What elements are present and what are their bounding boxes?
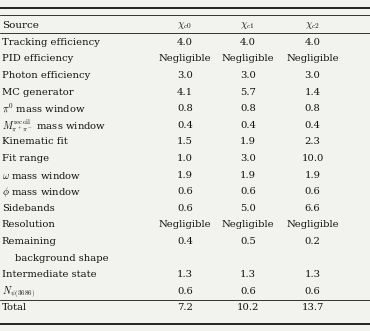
Text: 1.4: 1.4 xyxy=(305,88,321,97)
Text: 0.6: 0.6 xyxy=(305,287,320,296)
Text: 7.2: 7.2 xyxy=(177,304,193,312)
Text: 13.7: 13.7 xyxy=(302,304,324,312)
Text: 1.3: 1.3 xyxy=(240,270,256,279)
Text: Intermediate state: Intermediate state xyxy=(2,270,97,279)
Text: MC generator: MC generator xyxy=(2,88,74,97)
Text: Fit range: Fit range xyxy=(2,154,49,163)
Text: 4.1: 4.1 xyxy=(177,88,193,97)
Text: $\chi_{c1}$: $\chi_{c1}$ xyxy=(240,20,255,31)
Text: 1.9: 1.9 xyxy=(305,170,321,180)
Text: Kinematic fit: Kinematic fit xyxy=(2,137,68,146)
Text: $\chi_{c0}$: $\chi_{c0}$ xyxy=(178,20,192,31)
Text: $\omega$ mass window: $\omega$ mass window xyxy=(2,169,81,181)
Text: 6.6: 6.6 xyxy=(305,204,320,213)
Text: Total: Total xyxy=(2,304,27,312)
Text: 0.8: 0.8 xyxy=(177,104,193,113)
Text: Resolution: Resolution xyxy=(2,220,56,229)
Text: 1.9: 1.9 xyxy=(240,137,256,146)
Text: $\phi$ mass window: $\phi$ mass window xyxy=(2,185,81,199)
Text: PID efficiency: PID efficiency xyxy=(2,54,73,63)
Text: 3.0: 3.0 xyxy=(305,71,320,80)
Text: 4.0: 4.0 xyxy=(305,38,321,47)
Text: Negligible: Negligible xyxy=(222,54,274,63)
Text: $N_{\psi(3686)}$: $N_{\psi(3686)}$ xyxy=(2,284,35,299)
Text: 0.4: 0.4 xyxy=(305,121,321,130)
Text: Negligible: Negligible xyxy=(286,220,339,229)
Text: 0.8: 0.8 xyxy=(240,104,256,113)
Text: 0.6: 0.6 xyxy=(240,187,256,196)
Text: Negligible: Negligible xyxy=(286,54,339,63)
Text: 3.0: 3.0 xyxy=(177,71,193,80)
Text: 0.6: 0.6 xyxy=(177,287,193,296)
Text: 0.6: 0.6 xyxy=(177,204,193,213)
Text: 0.6: 0.6 xyxy=(177,187,193,196)
Text: 0.8: 0.8 xyxy=(305,104,320,113)
Text: Negligible: Negligible xyxy=(159,54,211,63)
Text: 0.4: 0.4 xyxy=(240,121,256,130)
Text: Sidebands: Sidebands xyxy=(2,204,55,213)
Text: 5.0: 5.0 xyxy=(240,204,256,213)
Text: 1.9: 1.9 xyxy=(240,170,256,180)
Text: 10.2: 10.2 xyxy=(237,304,259,312)
Text: 3.0: 3.0 xyxy=(240,154,256,163)
Text: background shape: background shape xyxy=(15,254,108,262)
Text: 10.0: 10.0 xyxy=(302,154,324,163)
Text: Photon efficiency: Photon efficiency xyxy=(2,71,90,80)
Text: 1.9: 1.9 xyxy=(177,170,193,180)
Text: 0.4: 0.4 xyxy=(177,121,193,130)
Text: 0.5: 0.5 xyxy=(240,237,256,246)
Text: $\chi_{c2}$: $\chi_{c2}$ xyxy=(305,20,320,31)
Text: 0.4: 0.4 xyxy=(177,237,193,246)
Text: 1.0: 1.0 xyxy=(177,154,193,163)
Text: $\pi^0$ mass window: $\pi^0$ mass window xyxy=(2,102,85,115)
Text: 1.3: 1.3 xyxy=(305,270,321,279)
Text: Negligible: Negligible xyxy=(222,220,274,229)
Text: 0.2: 0.2 xyxy=(305,237,320,246)
Text: $M_{\pi^+\pi^-}^{\rm recoil}$ mass window: $M_{\pi^+\pi^-}^{\rm recoil}$ mass windo… xyxy=(2,117,106,134)
Text: Tracking efficiency: Tracking efficiency xyxy=(2,38,100,47)
Text: Negligible: Negligible xyxy=(159,220,211,229)
Text: 4.0: 4.0 xyxy=(240,38,256,47)
Text: 3.0: 3.0 xyxy=(240,71,256,80)
Text: 2.3: 2.3 xyxy=(305,137,320,146)
Text: 0.6: 0.6 xyxy=(240,287,256,296)
Text: 1.5: 1.5 xyxy=(177,137,193,146)
Text: 5.7: 5.7 xyxy=(240,88,256,97)
Text: 0.6: 0.6 xyxy=(305,187,320,196)
Text: Remaining: Remaining xyxy=(2,237,57,246)
Text: 1.3: 1.3 xyxy=(177,270,193,279)
Text: 4.0: 4.0 xyxy=(177,38,193,47)
Text: Source: Source xyxy=(2,21,39,30)
